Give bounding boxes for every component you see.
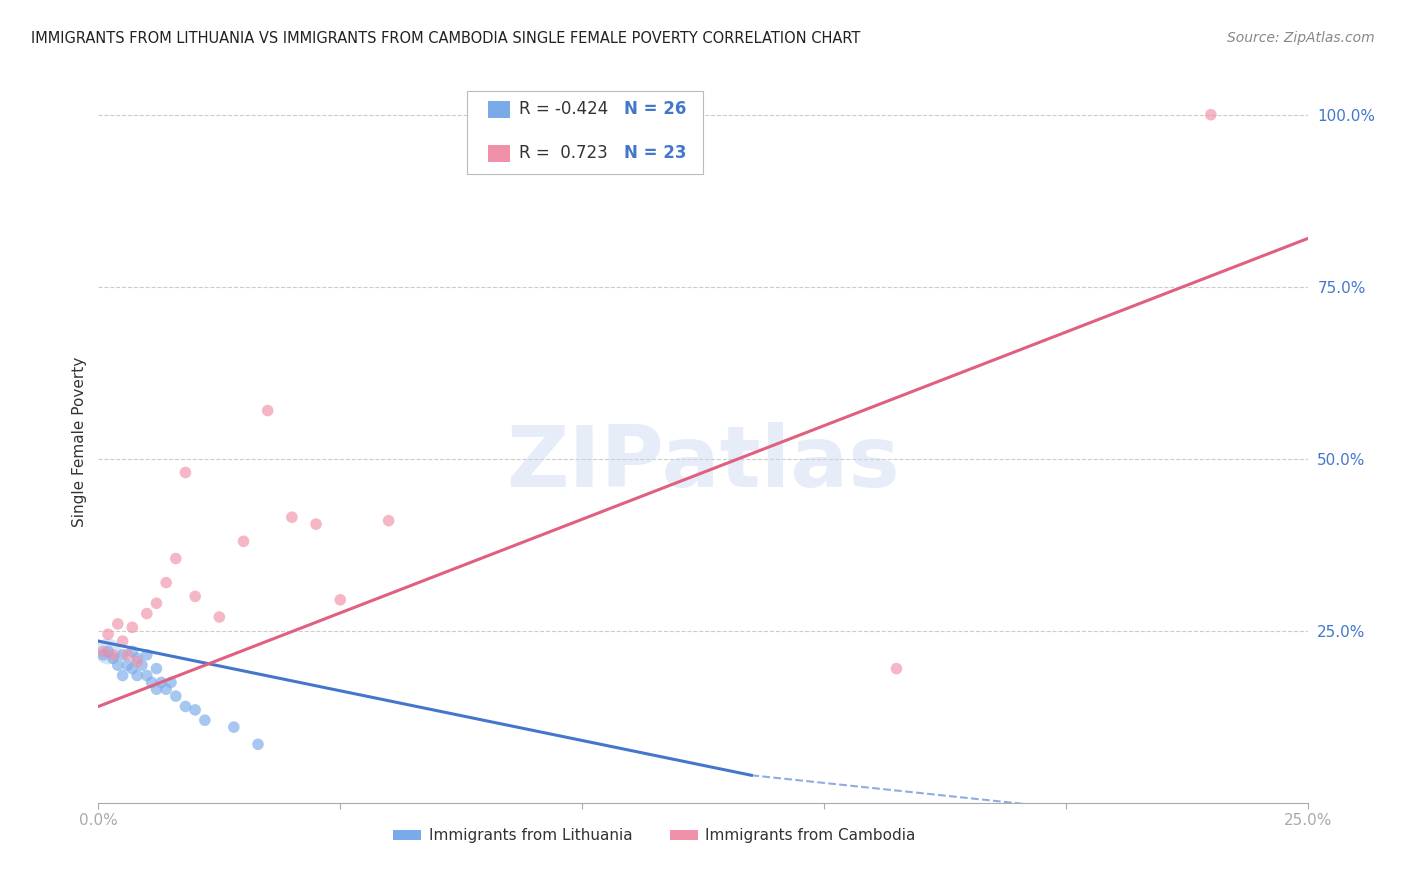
Point: [247, 737, 270, 751]
Point: [101, 648, 124, 662]
Point: [208, 610, 231, 624]
Point: [194, 713, 217, 727]
Text: Source: ZipAtlas.com: Source: ZipAtlas.com: [1227, 31, 1375, 45]
Text: ZIPatlas: ZIPatlas: [506, 422, 900, 505]
Point: [141, 675, 163, 690]
Point: [150, 675, 173, 690]
Point: [131, 658, 153, 673]
Text: IMMIGRANTS FROM LITHUANIA VS IMMIGRANTS FROM CAMBODIA SINGLE FEMALE POVERTY CORR: IMMIGRANTS FROM LITHUANIA VS IMMIGRANTS …: [31, 31, 860, 46]
Point: [281, 510, 304, 524]
Point: [165, 551, 187, 566]
Point: [101, 651, 124, 665]
Point: [155, 682, 177, 697]
Point: [174, 699, 197, 714]
Point: [305, 517, 328, 532]
Point: [135, 607, 157, 621]
Point: [135, 648, 157, 662]
Y-axis label: Single Female Poverty: Single Female Poverty: [72, 357, 87, 526]
Point: [117, 658, 139, 673]
Point: [121, 662, 143, 676]
Point: [111, 648, 134, 662]
Point: [377, 514, 399, 528]
Point: [91, 644, 114, 658]
Point: [145, 662, 167, 676]
Point: [97, 644, 120, 658]
Legend: Immigrants from Lithuania, Immigrants from Cambodia: Immigrants from Lithuania, Immigrants fr…: [387, 822, 922, 849]
Point: [184, 703, 207, 717]
Point: [127, 655, 149, 669]
Point: [135, 668, 157, 682]
Point: [145, 596, 167, 610]
Point: [107, 616, 129, 631]
Point: [222, 720, 245, 734]
Point: [121, 620, 143, 634]
Point: [886, 662, 908, 676]
Point: [117, 648, 139, 662]
Point: [107, 658, 129, 673]
Point: [165, 689, 187, 703]
FancyBboxPatch shape: [488, 101, 509, 118]
Point: [155, 575, 177, 590]
Point: [91, 648, 114, 662]
Point: [1199, 108, 1222, 122]
Point: [256, 403, 278, 417]
Point: [97, 627, 120, 641]
Text: R =  0.723: R = 0.723: [519, 145, 607, 162]
Point: [121, 644, 143, 658]
Point: [127, 668, 149, 682]
Text: N = 26: N = 26: [624, 100, 686, 118]
FancyBboxPatch shape: [488, 145, 509, 162]
Point: [174, 466, 197, 480]
Text: N = 23: N = 23: [624, 145, 688, 162]
Text: R = -0.424: R = -0.424: [519, 100, 609, 118]
Point: [184, 590, 207, 604]
Point: [111, 668, 134, 682]
Point: [145, 682, 167, 697]
Point: [111, 634, 134, 648]
Point: [97, 644, 120, 658]
Point: [160, 675, 183, 690]
Point: [127, 651, 149, 665]
Point: [329, 592, 352, 607]
Point: [232, 534, 254, 549]
FancyBboxPatch shape: [467, 91, 703, 174]
